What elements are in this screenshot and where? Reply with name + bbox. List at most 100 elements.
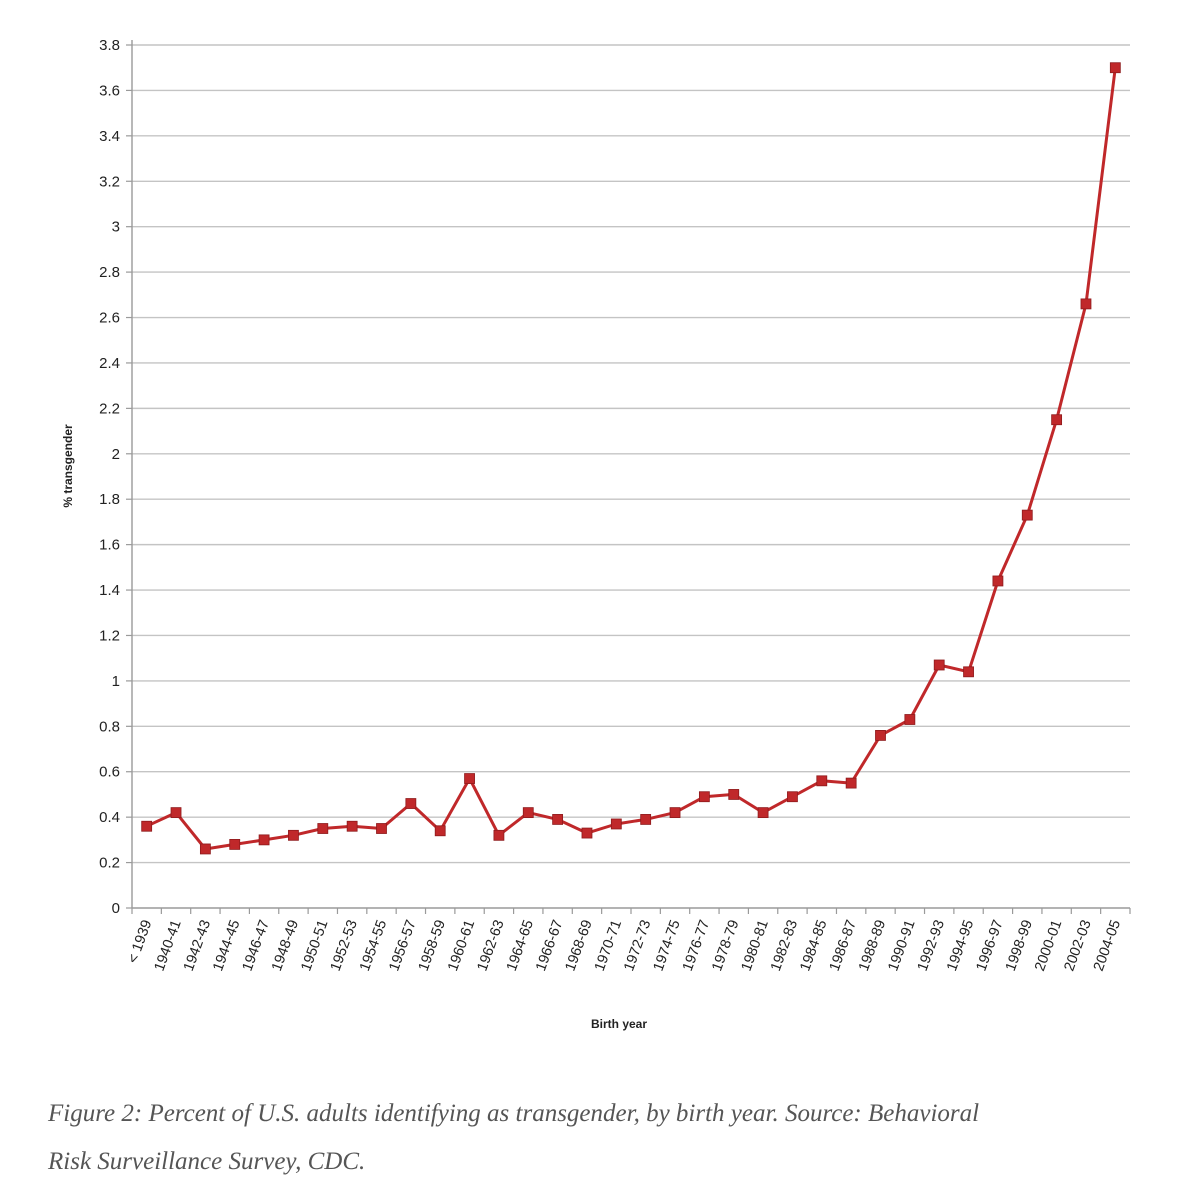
- data-point: [317, 823, 329, 834]
- y-tick-label: 3.8: [99, 37, 120, 54]
- x-tick-label: 1976-77: [680, 918, 713, 973]
- y-tick-label: 3.2: [99, 173, 120, 190]
- x-tick-label: 1994-95: [944, 918, 977, 973]
- caption-line-2: Risk Surveillance Survey, CDC.: [48, 1148, 366, 1175]
- data-point: [405, 798, 417, 809]
- x-tick-label: 1956-57: [386, 918, 419, 973]
- y-tick-label: 3.6: [99, 82, 120, 99]
- y-axis-label: % transgender: [61, 424, 75, 508]
- data-point: [581, 827, 593, 839]
- data-point: [464, 773, 475, 784]
- data-point: [992, 575, 1004, 587]
- x-tick-label: 1990-91: [885, 918, 918, 973]
- y-tick-label: 1.4: [99, 582, 120, 599]
- figure-caption: Figure 2: Percent of U.S. adults identif…: [48, 1090, 1148, 1186]
- caption-line-1: Figure 2: Percent of U.S. adults identif…: [48, 1100, 980, 1127]
- x-tick-label: 1996-97: [973, 918, 1006, 973]
- data-point: [258, 834, 270, 846]
- x-tick-label: 1944-45: [210, 918, 243, 973]
- data-point: [728, 789, 740, 800]
- data-point: [522, 807, 534, 819]
- data-point: [787, 791, 798, 803]
- x-tick-label: 1992-93: [915, 918, 948, 973]
- x-tick-label: 1986-87: [827, 918, 860, 973]
- x-axis-label: Birth year: [591, 1017, 647, 1031]
- x-tick-label: 1958-59: [416, 918, 449, 973]
- axes: [126, 40, 1131, 914]
- data-point: [170, 807, 182, 819]
- data-point: [757, 807, 769, 819]
- data-point: [875, 730, 886, 741]
- y-tick-label: 1: [112, 673, 120, 690]
- x-tick-label: < 1939: [125, 918, 155, 966]
- x-tick-label: 1960-61: [445, 918, 478, 973]
- x-tick-label: 2004-05: [1091, 918, 1124, 973]
- data-point: [346, 820, 358, 832]
- data-point: [963, 666, 974, 678]
- x-tick-label: 1948-49: [269, 918, 302, 973]
- data-point: [698, 791, 710, 803]
- x-tick-label: 1970-71: [592, 918, 625, 973]
- data-point: [933, 659, 945, 671]
- y-tick-label: 2.6: [99, 310, 120, 327]
- x-tick-label: 1942-43: [181, 918, 214, 973]
- x-tick-label: 1982-83: [768, 918, 801, 973]
- x-tick-label: 1978-79: [709, 918, 742, 973]
- y-tick-label: 2.4: [99, 355, 120, 372]
- y-tick-label: 3.4: [99, 128, 120, 145]
- series-group: [141, 62, 1121, 855]
- data-point: [904, 714, 916, 725]
- data-point: [845, 777, 857, 789]
- data-point: [669, 807, 681, 819]
- data-point: [1021, 509, 1033, 521]
- data-point: [493, 829, 505, 841]
- data-point: [610, 818, 622, 830]
- data-point: [552, 814, 564, 825]
- line-chart: 0 0.2 0.4 0.6 0.8 1 1.2 1.4 1.6 1.8 2 2.2 2.4 2.6 2.8 3…: [61, 37, 1131, 1031]
- x-tick-label: 1974-75: [651, 918, 684, 973]
- y-tick-label: 3: [112, 219, 120, 236]
- x-tick-label: 1972-73: [621, 918, 654, 973]
- x-tick-label: 1946-47: [240, 918, 273, 973]
- y-tick-label: 2.8: [99, 264, 120, 281]
- data-point: [376, 823, 387, 834]
- x-tick-label: 1984-85: [797, 918, 830, 973]
- x-tick-label: 1968-69: [562, 918, 595, 973]
- y-tick-label: 1.8: [99, 491, 120, 508]
- y-tick-label: 0: [112, 900, 120, 917]
- data-point: [1051, 414, 1063, 426]
- data-point: [199, 843, 211, 855]
- x-tick-label: 1940-41: [152, 918, 185, 973]
- data-point: [288, 829, 299, 841]
- x-tick-label: 1950-51: [298, 918, 331, 973]
- x-tick-label: 1980-81: [739, 918, 772, 973]
- x-tick-label: 1966-67: [533, 918, 566, 973]
- x-tick-label: 1954-55: [357, 918, 390, 973]
- x-tick-label: 1952-53: [328, 918, 361, 973]
- x-tick-label: 1964-65: [504, 918, 537, 973]
- y-tick-label: 1.6: [99, 537, 120, 554]
- x-tick-label: 1998-99: [1003, 918, 1036, 973]
- x-tick-label: 1962-63: [474, 918, 507, 973]
- y-tick-labels: 0 0.2 0.4 0.6 0.8 1 1.2 1.4 1.6 1.8 2 2.2 2.4 2.6 2.8 3…: [99, 37, 120, 917]
- y-tick-label: 0.4: [99, 809, 120, 826]
- y-tick-label: 2: [112, 446, 120, 463]
- x-tick-label: 2000-01: [1032, 918, 1065, 973]
- y-tick-label: 0.2: [99, 855, 120, 872]
- data-point: [640, 814, 652, 825]
- data-point: [816, 775, 828, 787]
- x-tick-label: 1988-89: [856, 918, 889, 973]
- data-point: [229, 839, 241, 850]
- y-tick-label: 0.8: [99, 718, 120, 735]
- x-tick-labels: < 19391940-411942-431944-451946-471948-4…: [125, 918, 1124, 973]
- data-point: [434, 825, 446, 837]
- data-point: [1109, 62, 1121, 74]
- y-tick-label: 1.2: [99, 627, 120, 644]
- gridlines: [132, 44, 1130, 864]
- y-tick-label: 2.2: [99, 400, 120, 417]
- series-line: [146, 67, 1117, 851]
- data-point: [141, 820, 153, 832]
- x-tick-label: 2002-03: [1061, 918, 1094, 973]
- y-tick-label: 0.6: [99, 764, 120, 781]
- data-point: [1080, 298, 1092, 310]
